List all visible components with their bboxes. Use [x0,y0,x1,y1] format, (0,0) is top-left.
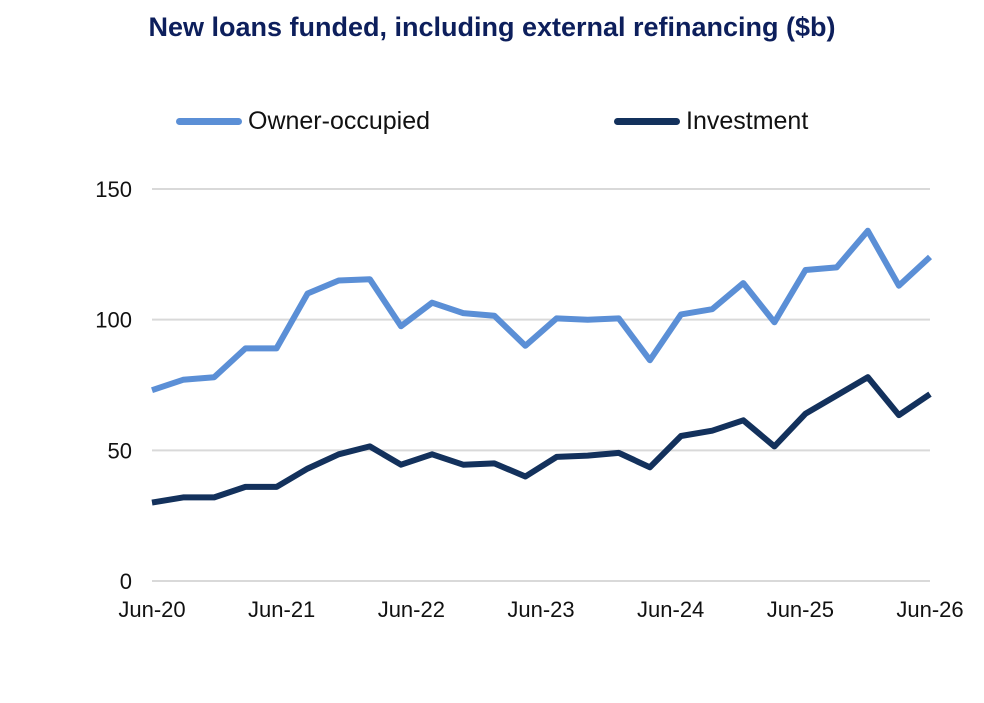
legend-label-investment: Investment [686,106,809,135]
legend-label-owner-occupied: Owner-occupied [248,106,431,135]
legend-item-investment: Investment [614,104,808,138]
x-tick-label: Jun-23 [507,597,574,622]
legend-swatch-investment [614,117,680,125]
series-line-owner-occupied [151,227,933,394]
y-tick-label: 100 [95,308,132,333]
x-tick-label: Jun-24 [637,597,704,622]
x-tick-label: Jun-21 [248,597,315,622]
y-tick-label: 50 [108,438,132,463]
chart-title: New loans funded, including external ref… [148,12,836,42]
y-tick-label: 0 [120,569,132,594]
x-tick-label: Jun-22 [378,597,445,622]
series-line-investment [151,374,932,506]
x-tick-label: Jun-26 [896,597,963,622]
x-tick-label: Jun-20 [118,597,185,622]
x-tick-label: Jun-25 [767,597,834,622]
y-tick-label: 150 [95,177,132,202]
legend-item-owner-occupied: Owner-occupied [176,104,430,138]
legend-swatch-owner-occupied [176,117,242,125]
